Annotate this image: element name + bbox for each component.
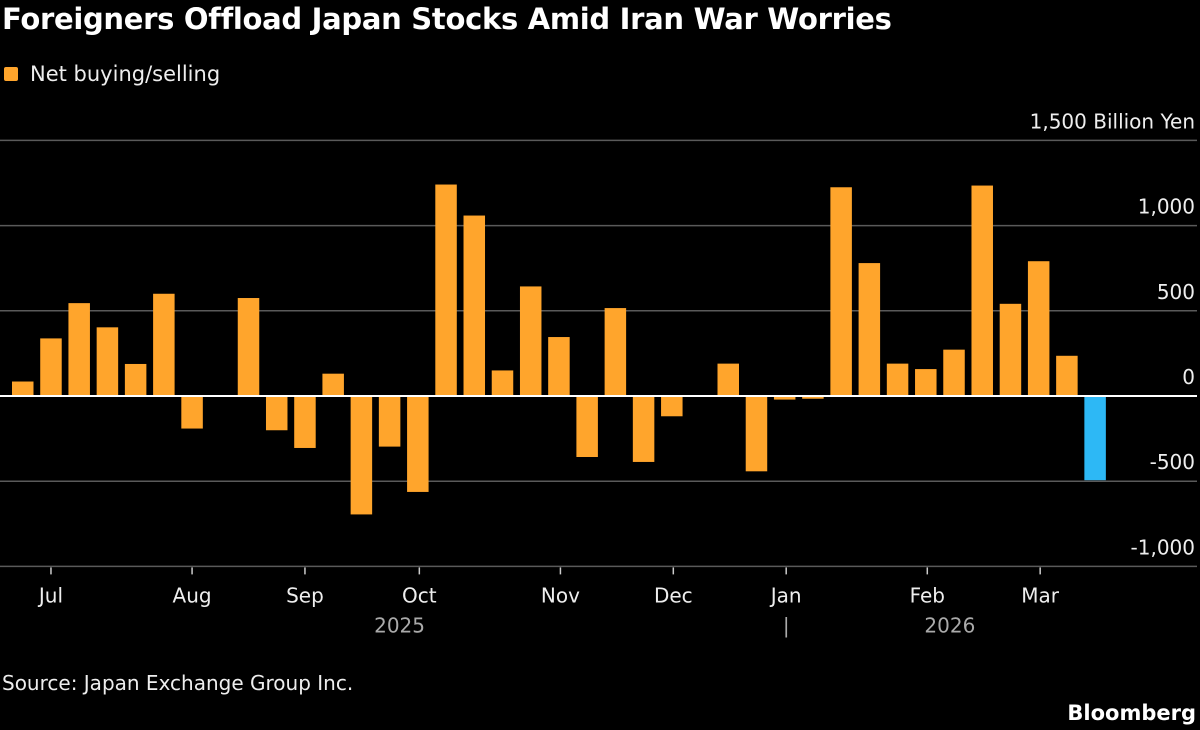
bar bbox=[1084, 396, 1106, 481]
bar bbox=[576, 396, 598, 458]
x-tick-label: Jul bbox=[37, 583, 63, 607]
bar bbox=[999, 303, 1022, 396]
x-tick-label: Oct bbox=[402, 583, 437, 607]
bar bbox=[153, 293, 175, 396]
legend-label: Net buying/selling bbox=[30, 62, 221, 86]
bar bbox=[1027, 261, 1050, 396]
y-tick-label: -500 bbox=[1150, 450, 1195, 474]
bar bbox=[830, 187, 852, 396]
bar bbox=[858, 263, 881, 396]
bar bbox=[745, 396, 768, 472]
bar bbox=[237, 298, 260, 396]
legend: Net buying/selling bbox=[4, 62, 220, 86]
bar bbox=[1056, 355, 1078, 396]
bar bbox=[40, 338, 62, 396]
year-label: 2025 bbox=[374, 613, 425, 637]
x-tick-label: Mar bbox=[1021, 583, 1060, 607]
bar bbox=[322, 373, 344, 396]
bar bbox=[802, 396, 824, 399]
bar bbox=[717, 363, 739, 396]
y-tick-label: 500 bbox=[1157, 280, 1195, 304]
bar bbox=[68, 303, 90, 396]
bar bbox=[604, 308, 627, 396]
bar bbox=[773, 396, 796, 400]
chart-title: Foreigners Offload Japan Stocks Amid Ira… bbox=[2, 2, 892, 36]
bar bbox=[971, 185, 993, 396]
bar bbox=[181, 396, 203, 429]
x-tick-label: Jan bbox=[769, 583, 802, 607]
source-note: Source: Japan Exchange Group Inc. bbox=[2, 671, 354, 695]
x-tick-label: Nov bbox=[541, 583, 580, 607]
bar bbox=[519, 286, 542, 396]
bar bbox=[378, 396, 401, 447]
bar bbox=[294, 396, 316, 448]
bar bbox=[463, 215, 486, 396]
year-label: 2026 bbox=[924, 613, 975, 637]
y-tick-label: 0 bbox=[1182, 365, 1195, 389]
bar bbox=[124, 363, 147, 396]
bar bbox=[265, 396, 288, 431]
year-label: | bbox=[783, 613, 790, 637]
y-tick-label: 1,000 bbox=[1138, 195, 1195, 219]
y-tick-label: -1,000 bbox=[1131, 535, 1195, 559]
bar bbox=[435, 184, 457, 396]
x-tick-label: Sep bbox=[286, 583, 324, 607]
x-tick-label: Feb bbox=[910, 583, 945, 607]
bloomberg-logo: Bloomberg bbox=[1067, 701, 1196, 725]
bar bbox=[915, 369, 937, 396]
y-tick-label: 1,500 Billion Yen bbox=[1030, 109, 1195, 133]
bar bbox=[407, 396, 429, 492]
bar bbox=[96, 327, 119, 396]
bar bbox=[632, 396, 655, 462]
x-tick-label: Dec bbox=[654, 583, 693, 607]
x-tick-label: Aug bbox=[173, 583, 212, 607]
bar bbox=[350, 396, 373, 515]
bar bbox=[661, 396, 683, 417]
bar bbox=[886, 363, 909, 396]
legend-swatch bbox=[4, 67, 18, 81]
bar bbox=[548, 337, 570, 396]
bar bbox=[491, 370, 514, 396]
bar bbox=[943, 349, 965, 396]
bar bbox=[12, 381, 34, 396]
